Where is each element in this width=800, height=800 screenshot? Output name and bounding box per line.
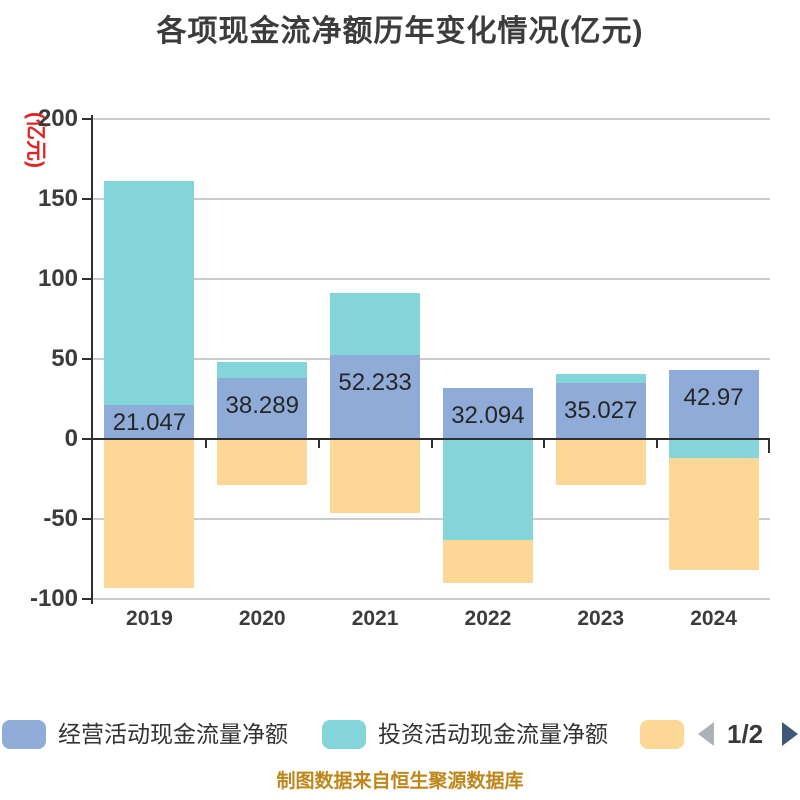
x-category-label: 2019 [126, 607, 173, 630]
bar-segment-series-2 [668, 439, 759, 459]
bar-segment-series-2 [104, 181, 195, 406]
legend: 1/2 经营活动现金流量净额 投资活动现金流量净额 [0, 718, 800, 754]
y-axis-tick [82, 358, 91, 360]
legend-item-label: 投资活动现金流量净额 [378, 721, 608, 747]
y-axis-tick [82, 278, 91, 280]
y-tick-label: 0 [64, 425, 78, 452]
x-category-label: 2021 [351, 607, 399, 630]
bar-segment-series-1 [555, 382, 646, 439]
bar-value-label: 21.047 [112, 409, 187, 437]
legend-page-indicator: 1/2 [727, 719, 764, 749]
x-category-label: 2020 [238, 607, 286, 630]
bar-segment-series-3 [555, 439, 646, 486]
x-axis-tick [430, 439, 433, 448]
x-axis-tick [317, 439, 320, 448]
y-tick-label: 150 [37, 185, 78, 212]
y-axis-tick [82, 438, 91, 440]
x-axis-tick [543, 439, 546, 448]
bar-segment-series-1 [668, 370, 759, 439]
bar-segment-series-2 [330, 293, 421, 356]
bar-segment-series-2 [442, 439, 533, 540]
plot-area: 200 150 100 50 0 -50 -100 21.047 2019 38.289 2020 5… [30, 105, 770, 630]
bar-segment-series-3 [330, 439, 421, 513]
legend-prev-page-icon[interactable] [698, 722, 714, 746]
bar-value-label: 35.027 [564, 396, 638, 424]
bar-segment-series-1 [330, 355, 421, 439]
x-category-label: 2023 [577, 607, 625, 630]
legend-swatch [322, 720, 366, 749]
y-axis-tick [82, 118, 91, 120]
y-axis-line [91, 115, 93, 604]
gridline [93, 358, 770, 360]
bar-segment-series-1 [217, 377, 308, 439]
y-tick-label: -50 [43, 505, 78, 532]
bar-segment-series-2 [217, 361, 308, 378]
x-axis-tick [204, 439, 207, 448]
bar-value-label: 38.289 [225, 391, 299, 419]
y-axis-tick [82, 198, 91, 200]
y-tick-label: -100 [29, 585, 78, 612]
x-category-label: 2022 [464, 607, 512, 630]
chart-title: 各项现金流净额历年变化情况(亿元) [156, 15, 644, 48]
source-caption: 制图数据来自恒生聚源数据库 [276, 771, 524, 792]
bar-segment-series-3 [442, 539, 533, 583]
x-category-label: 2024 [690, 607, 737, 630]
y-tick-label: 200 [37, 105, 78, 132]
bar-value-label: 42.97 [683, 384, 744, 412]
gridline [93, 118, 770, 120]
bar-segment-series-3 [104, 439, 195, 588]
legend-next-page-icon[interactable] [782, 722, 798, 746]
legend-item-label: 经营活动现金流量净额 [58, 721, 288, 747]
y-tick-label: 50 [51, 345, 78, 372]
x-axis-end-tick [768, 439, 770, 453]
bar-segment-series-1 [104, 405, 195, 439]
x-axis-tick [656, 439, 659, 448]
bar-segment-series-2 [555, 374, 646, 383]
gridline [93, 598, 770, 600]
bar-segment-series-3 [668, 458, 759, 571]
legend-swatch [2, 720, 46, 749]
gridline [93, 198, 770, 200]
bar-segment-series-1 [442, 387, 533, 439]
y-axis-tick [82, 598, 91, 600]
legend-swatch [640, 720, 684, 749]
gridline [93, 518, 770, 520]
bar-segment-series-3 [217, 439, 308, 486]
y-tick-label: 100 [37, 265, 78, 292]
bar-value-label: 52.233 [338, 369, 412, 397]
gridline [93, 278, 770, 280]
bar-value-label: 32.094 [451, 401, 525, 429]
y-axis-tick [82, 518, 91, 520]
